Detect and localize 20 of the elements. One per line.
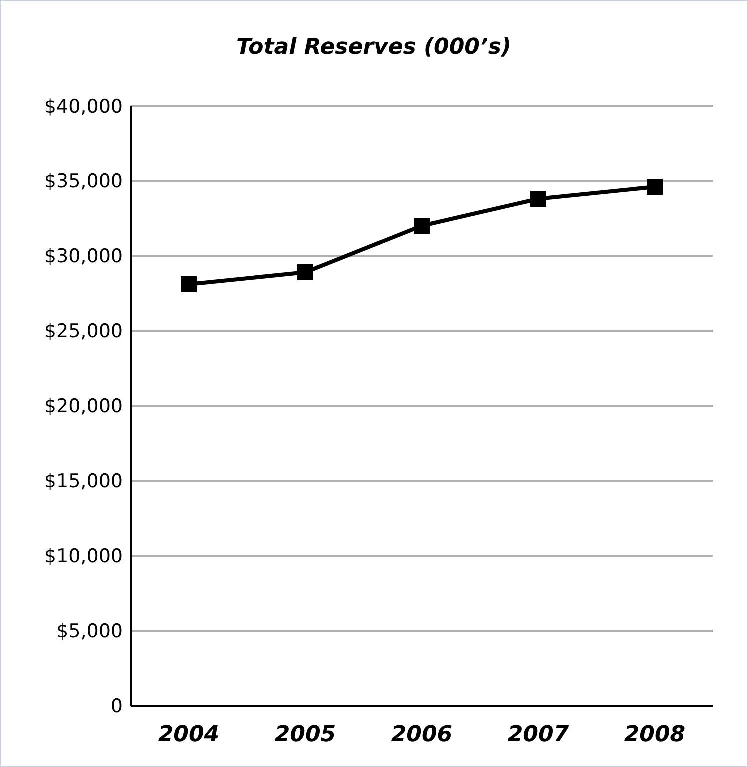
y-tick-label: $25,000 [44,320,123,343]
y-tick-label: $5,000 [56,620,123,643]
x-tick-label: 2007 [508,722,570,748]
y-tick-label: 0 [110,696,123,718]
x-tick-label: 2005 [274,722,336,748]
x-tick-label: 2004 [158,722,220,748]
point [181,276,197,292]
x-tick-label: 2008 [624,722,686,748]
y-tick-label: $15,000 [44,470,123,493]
y-tick-label: $30,000 [44,246,123,268]
chart-title: Total Reserves (000’s) [236,35,512,60]
point [298,264,314,280]
y-tick-label: $35,000 [44,170,123,193]
point [530,191,546,207]
point [647,179,663,195]
x-tick-label: 2006 [391,722,453,748]
point [414,218,430,234]
y-tick-label: $40,000 [44,96,123,118]
y-tick-label: $10,000 [44,546,123,568]
y-tick-label: $20,000 [44,396,123,418]
